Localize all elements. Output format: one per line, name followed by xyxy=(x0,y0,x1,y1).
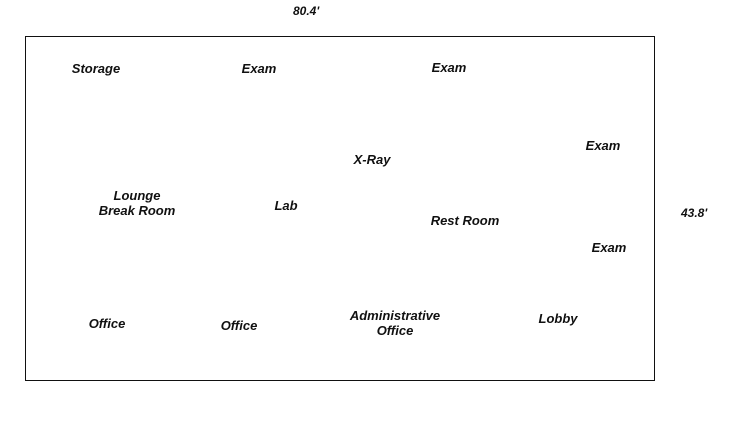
room-administrative-office-label: Office xyxy=(376,323,414,338)
room-administrative-label: Administrative xyxy=(349,308,441,323)
room-exam-1-label: Exam xyxy=(241,61,277,76)
room-exam-1: Exam xyxy=(242,61,277,76)
room-exam-3-label: Exam xyxy=(585,138,621,153)
room-break-room-label: Break Room xyxy=(98,203,176,218)
room-office-1: Office xyxy=(89,316,126,331)
room-storage-label: Storage xyxy=(71,61,121,76)
room-lab: Lab xyxy=(274,198,297,213)
room-storage: Storage xyxy=(72,61,120,76)
room-exam-2-label: Exam xyxy=(431,60,467,75)
room-office-1-label: Office xyxy=(88,316,126,331)
room-exam-2: Exam xyxy=(432,60,467,75)
height-dimension-label: 43.8' xyxy=(681,206,708,220)
room-office-2: Office xyxy=(221,318,258,333)
room-administrative-office: Administrative Office xyxy=(350,308,440,338)
room-x-ray-label: X-Ray xyxy=(353,152,391,167)
room-lounge-break-room: Lounge Break Room xyxy=(99,188,176,218)
room-lobby-label: Lobby xyxy=(538,311,578,326)
building-outline xyxy=(25,36,655,381)
room-rest-room: Rest Room xyxy=(431,213,500,228)
room-rest-room-label: Rest Room xyxy=(430,213,500,228)
room-office-2-label: Office xyxy=(220,318,258,333)
room-x-ray: X-Ray xyxy=(354,152,391,167)
width-dimension-label: 80.4' xyxy=(293,4,320,18)
room-exam-4-label: Exam xyxy=(591,240,627,255)
room-exam-4: Exam xyxy=(592,240,627,255)
room-lab-label: Lab xyxy=(274,198,298,213)
room-exam-3: Exam xyxy=(586,138,621,153)
room-lobby: Lobby xyxy=(539,311,578,326)
room-lounge-label: Lounge xyxy=(113,188,161,203)
